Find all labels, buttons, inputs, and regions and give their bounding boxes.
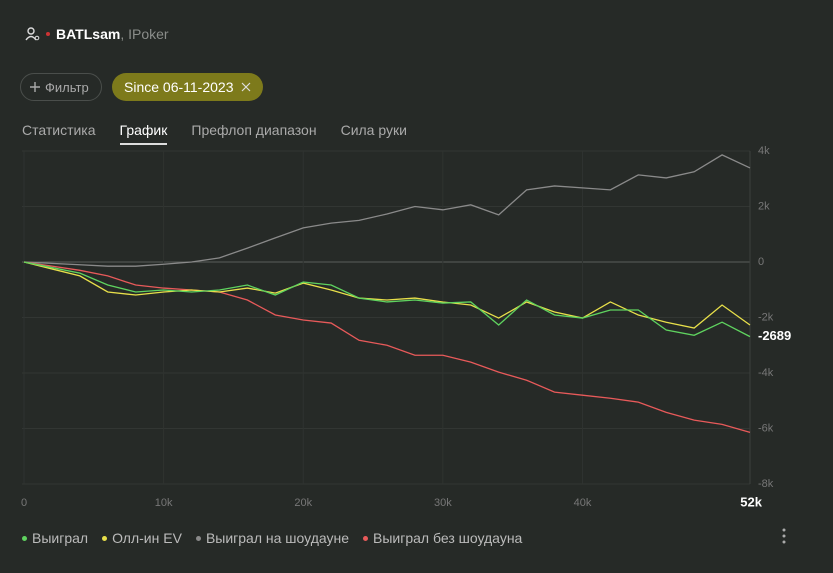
x-tick-label: 0 [21, 497, 27, 509]
chip-label: Since 06-11-2023 [124, 79, 234, 95]
legend-item[interactable]: Выиграл [22, 530, 88, 546]
x-tick-label: 20k [294, 497, 312, 509]
series-line [23, 261, 751, 434]
tab[interactable]: График [119, 122, 168, 145]
header: BATLsam, IPoker [24, 26, 169, 42]
close-icon[interactable] [241, 82, 251, 92]
legend-label: Выиграл без шоудауна [373, 530, 523, 546]
status-dot [46, 32, 50, 36]
end-value-label: -2689 [758, 328, 791, 343]
series-line [23, 154, 751, 267]
filter-label: Фильтр [45, 79, 89, 95]
legend-item[interactable]: Выиграл на шоудауне [195, 530, 350, 546]
tab[interactable]: Сила руки [340, 122, 407, 138]
tab[interactable]: Префлоп диапазон [191, 122, 317, 138]
legend-label: Выиграл [32, 530, 89, 546]
legend-dot [195, 535, 201, 541]
y-tick-label: -6k [758, 422, 774, 434]
y-tick-label: 0 [758, 256, 764, 268]
x-tick-label: 10k [155, 497, 173, 509]
menu-button[interactable] [780, 527, 788, 545]
legend-dot [22, 535, 27, 541]
tab[interactable]: Статистика [22, 122, 96, 138]
y-tick-label: -4k [758, 367, 774, 379]
player-name[interactable]: BATLsam [56, 26, 121, 42]
x-tick-label: 52k [740, 494, 762, 509]
filter-chip[interactable]: Since 06-11-2023 [112, 73, 264, 101]
filter-button[interactable]: Фильтр [20, 73, 102, 101]
series-line [23, 261, 751, 329]
legend-label: Олл-ин EV [112, 530, 182, 546]
series-line [23, 261, 751, 338]
y-tick-label: 4k [758, 145, 770, 157]
plus-icon [30, 82, 40, 92]
legend-item[interactable]: Олл-ин EV [102, 530, 182, 546]
tabs: Статистика График Префлоп диапазон Сила рук… [22, 122, 407, 145]
user-icon [25, 27, 40, 41]
x-tick-label: 40k [574, 497, 592, 509]
x-tick-label: 30k [434, 497, 452, 509]
y-tick-label: 2k [758, 200, 770, 212]
site-name: , IPoker [120, 26, 169, 42]
y-tick-label: -2k [758, 311, 774, 323]
legend-dot [363, 535, 369, 541]
legend-label: Выиграл на шоудауне [205, 530, 350, 546]
legend: Выиграл Олл-ин EV Выиграл на шоудауне Выигр… [22, 530, 522, 546]
legend-dot [102, 535, 108, 541]
y-tick-label: -8k [758, 478, 774, 490]
legend-item[interactable]: Выиграл без шоудауна [363, 530, 522, 546]
